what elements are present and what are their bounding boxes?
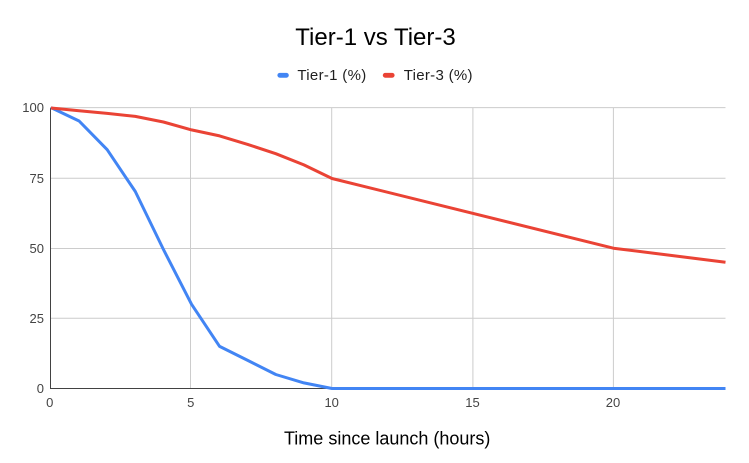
svg-text:Tier-3 (%): Tier-3 (%)	[404, 67, 473, 84]
svg-text:75: 75	[30, 171, 44, 186]
svg-text:5: 5	[187, 395, 194, 410]
svg-text:Tier-1 (%): Tier-1 (%)	[297, 67, 366, 84]
svg-text:Time since launch (hours): Time since launch (hours)	[284, 429, 490, 449]
svg-text:15: 15	[465, 395, 479, 410]
svg-text:0: 0	[37, 381, 44, 396]
svg-text:25: 25	[30, 311, 44, 326]
svg-text:100: 100	[22, 100, 44, 115]
svg-text:10: 10	[324, 395, 338, 410]
svg-text:0: 0	[46, 395, 53, 410]
svg-text:20: 20	[606, 395, 620, 410]
svg-text:Tier-1 vs Tier-3: Tier-1 vs Tier-3	[295, 24, 455, 51]
svg-text:50: 50	[30, 241, 44, 256]
